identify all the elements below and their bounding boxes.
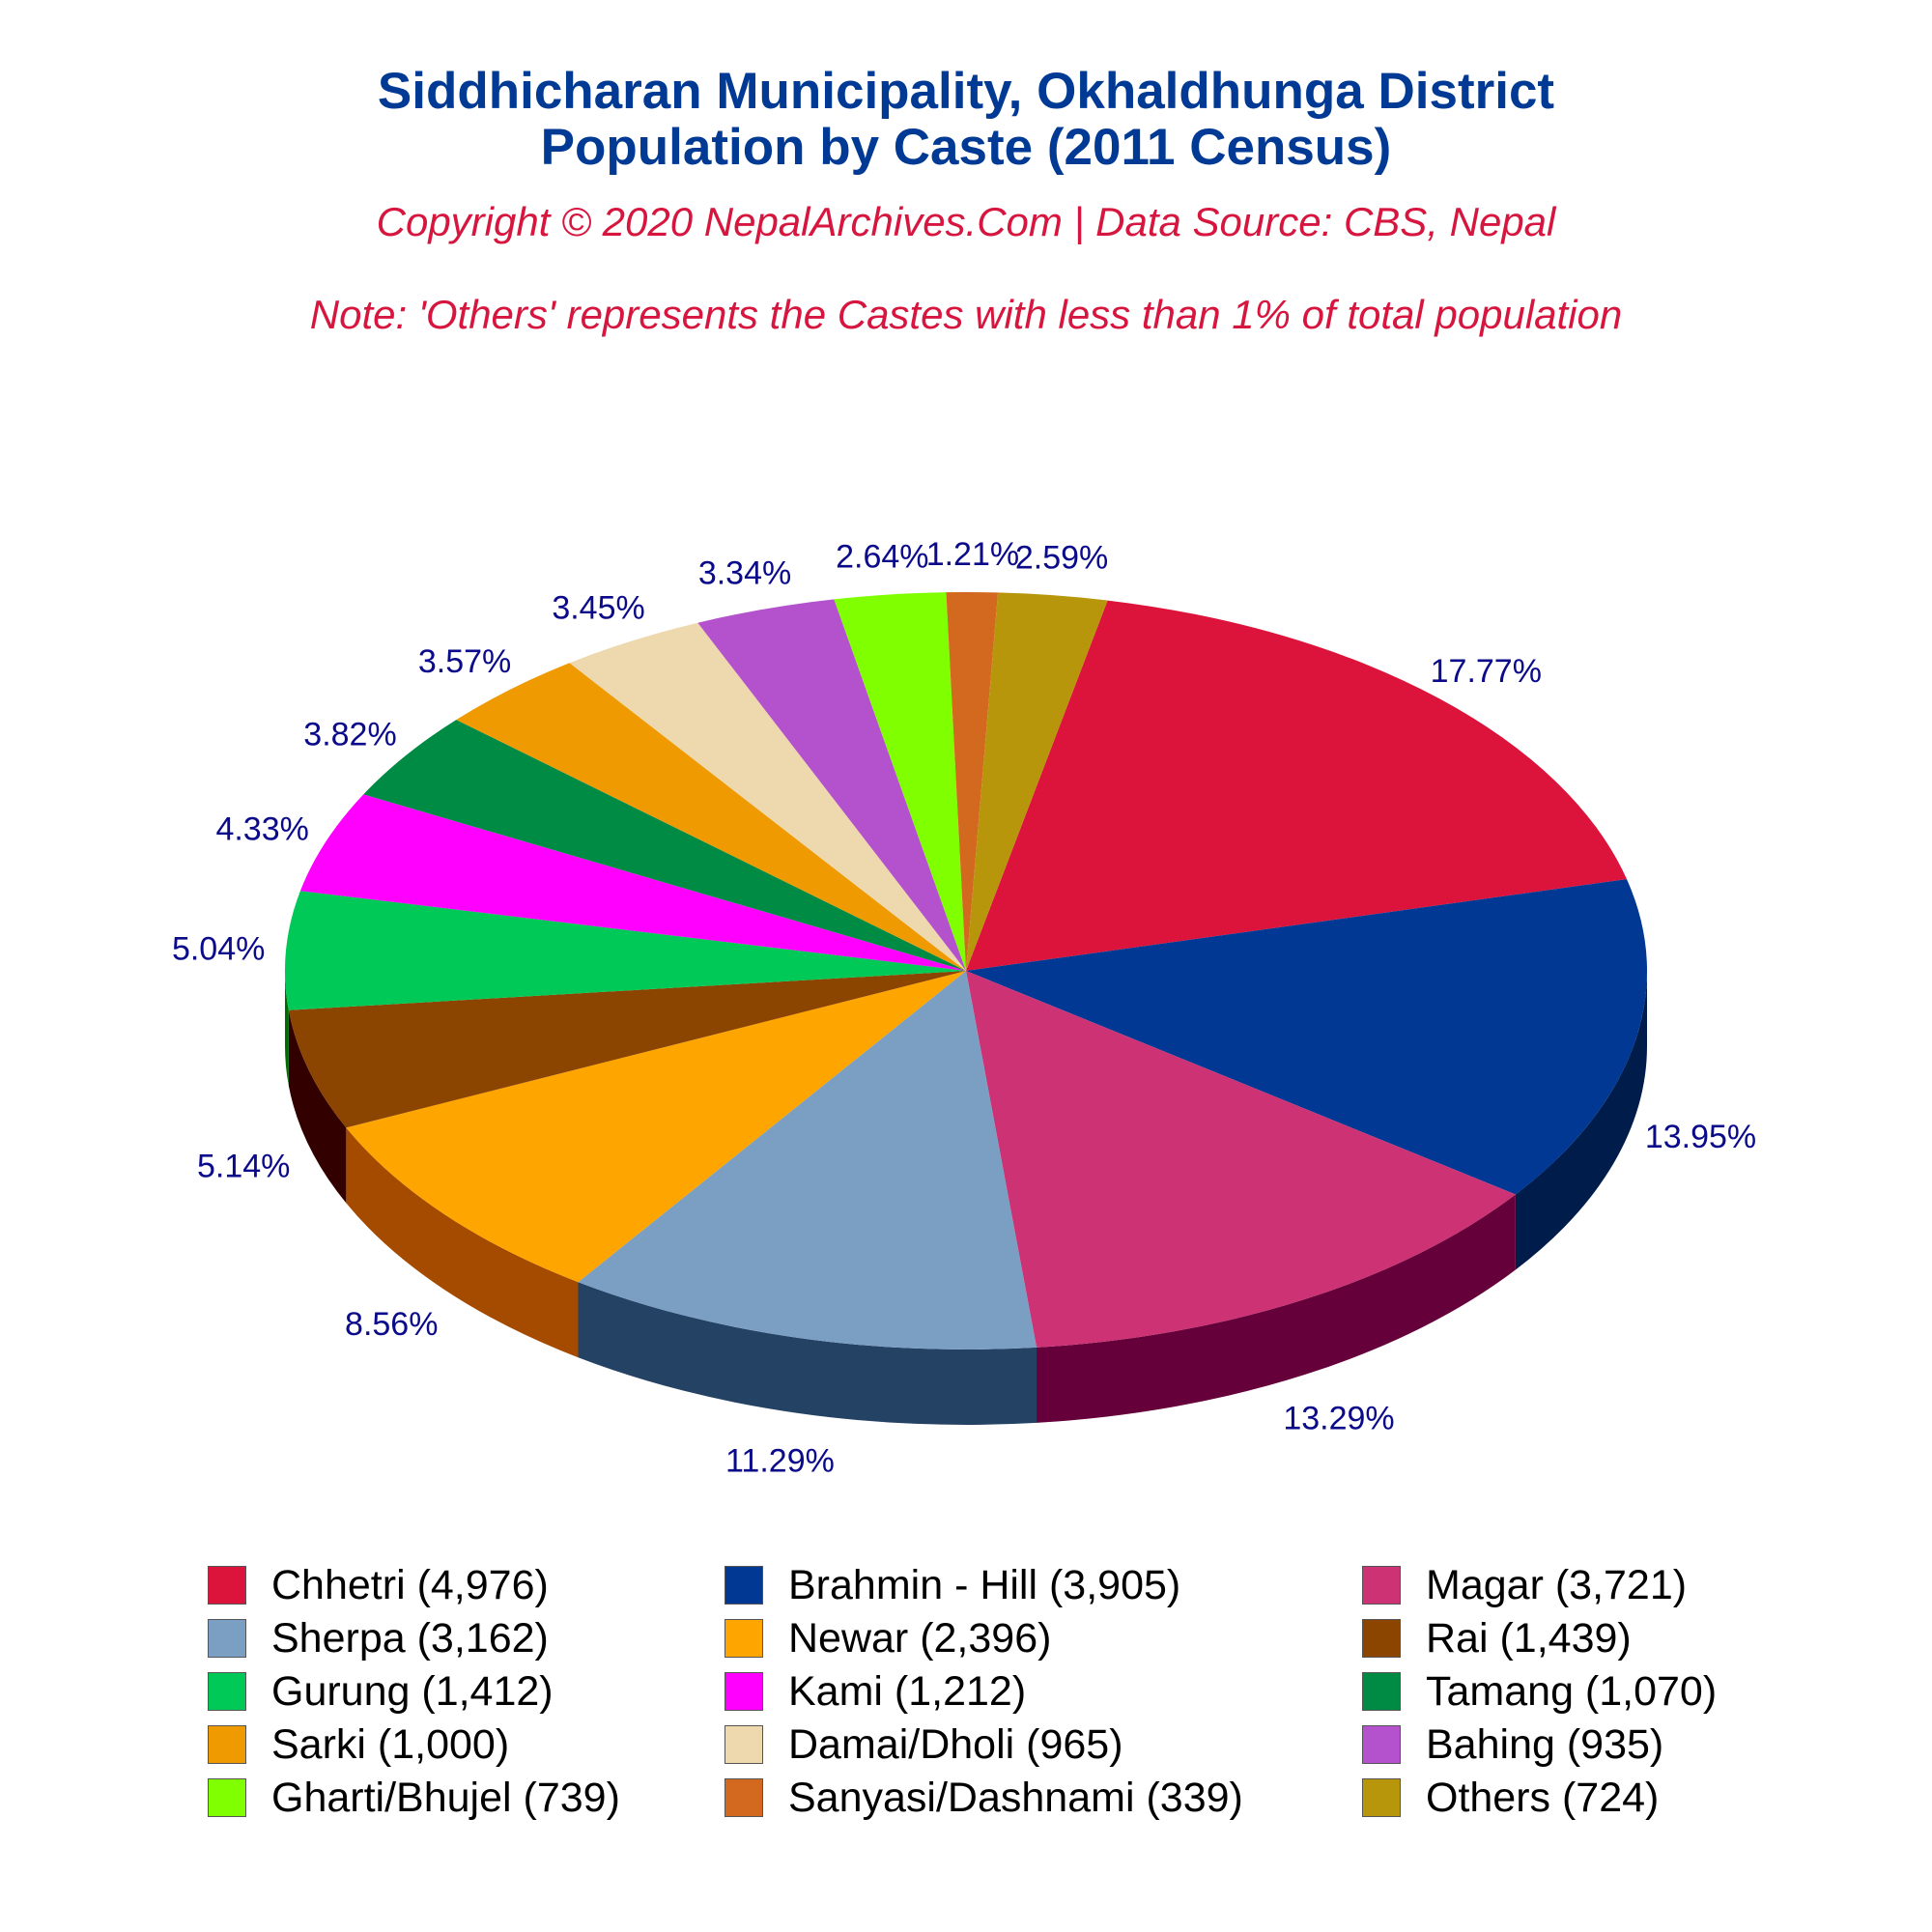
pie-slice-sherpa [578,971,1037,1350]
legend-label: Magar (3,721) [1426,1561,1688,1608]
pie-label-chhetri: 17.77% [1431,653,1542,690]
legend-swatch [208,1725,246,1764]
pie-label-magar: 13.29% [1283,1401,1394,1437]
pie-side-gurung [285,971,289,1086]
pie-label-newar: 8.56% [345,1306,438,1343]
pie-slice-others [966,592,1108,971]
pie-side-brahmin-hill [1515,971,1647,1270]
legend-label: Gharti/Bhujel (739) [271,1774,620,1821]
pie-label-sanyasi-dashnami: 1.21% [926,541,1019,573]
legend-item-sanyasi-dashnami: Sanyasi/Dashnami (339) [724,1772,1243,1824]
legend-swatch [208,1566,246,1605]
pie-slice-chhetri [966,600,1628,971]
pie-slice-newar [346,971,966,1283]
legend-swatch [724,1725,763,1764]
legend-swatch [1362,1725,1401,1764]
chart-legend: Chhetri (4,976) Brahmin - Hill (3,905) Mag… [0,1559,1932,1878]
pie-slice-sanyasi-dashnami [946,592,999,971]
legend-label: Chhetri (4,976) [271,1561,549,1608]
legend-item-sherpa: Sherpa (3,162) [208,1612,549,1664]
legend-item-chhetri: Chhetri (4,976) [208,1559,549,1611]
pie-slice-sarki [456,663,966,971]
legend-swatch [724,1619,763,1658]
legend-item-tamang: Tamang (1,070) [1362,1665,1717,1718]
legend-item-brahmin-hill: Brahmin - Hill (3,905) [724,1559,1180,1611]
legend-item-gurung: Gurung (1,412) [208,1665,554,1718]
pie-label-brahmin-hill: 13.95% [1645,1119,1756,1155]
legend-item-damai-dholi: Damai/Dholi (965) [724,1719,1123,1771]
pie-slice-tamang [363,720,966,971]
pie-label-gurung: 5.04% [172,931,265,968]
legend-swatch [208,1619,246,1658]
chart-title-line-2: Population by Caste (2011 Census) [540,119,1392,176]
legend-item-sarki: Sarki (1,000) [208,1719,509,1771]
pie-slice-bahing [697,599,966,971]
legend-item-bahing: Bahing (935) [1362,1719,1663,1771]
pie-label-gharti-bhujel: 2.64% [836,541,928,576]
pie-label-sherpa: 11.29% [725,1442,835,1479]
legend-swatch [724,1672,763,1711]
legend-label: Damai/Dholi (965) [788,1720,1123,1768]
pie-slice-kami [299,794,966,971]
legend-label: Kami (1,212) [788,1667,1027,1715]
legend-swatch [724,1778,763,1817]
pie-slice-gurung [284,891,966,1010]
legend-label: Brahmin - Hill (3,905) [788,1561,1181,1608]
pie-slice-magar [966,971,1516,1348]
legend-item-kami: Kami (1,212) [724,1665,1026,1718]
legend-label: Bahing (935) [1426,1720,1664,1768]
legend-label: Newar (2,396) [788,1614,1052,1662]
chart-title-line-1: Siddhicharan Municipality, Okhaldhunga D… [377,63,1555,120]
legend-swatch [1362,1778,1401,1817]
pie-side-newar [346,1127,579,1358]
legend-item-others: Others (724) [1362,1772,1659,1824]
pie-top-slices [284,592,1648,1350]
legend-swatch [724,1566,763,1605]
legend-item-newar: Newar (2,396) [724,1612,1051,1664]
pie-slice-rai [288,971,967,1128]
pie-side-magar [1037,1194,1516,1423]
legend-label: Sanyasi/Dashnami (339) [788,1774,1243,1821]
pie-side-walls [285,971,1647,1425]
pie-slice-brahmin-hill [966,879,1648,1195]
legend-swatch [208,1778,246,1817]
pie-side-rai [288,1009,347,1204]
pie-percent-labels: 17.77% 13.95% 13.29% 11.29% 8.56% 5.14% 5.04% 4… [172,541,1756,1479]
pie-label-kami: 4.33% [215,810,308,847]
legend-item-magar: Magar (3,721) [1362,1559,1687,1611]
pie-label-bahing: 3.34% [698,554,791,591]
pie-label-tamang: 3.82% [303,716,396,753]
legend-item-gharti-bhujel: Gharti/Bhujel (739) [208,1772,620,1824]
pie-label-rai: 5.14% [197,1148,290,1184]
pie-label-sarki: 3.57% [418,643,511,680]
copyright-text: Copyright © 2020 NepalArchives.Com | Dat… [376,199,1556,244]
legend-label: Sarki (1,000) [271,1720,510,1768]
legend-label: Tamang (1,070) [1426,1667,1718,1715]
pie-label-damai-dholi: 3.45% [552,590,644,627]
legend-label: Sherpa (3,162) [271,1614,549,1662]
pie-side-sherpa [578,1282,1037,1425]
legend-label: Others (724) [1426,1774,1660,1821]
legend-label: Rai (1,439) [1426,1614,1632,1662]
legend-swatch [1362,1619,1401,1658]
pie-chart: 17.77% 13.95% 13.29% 11.29% 8.56% 5.14% 5.04% 4… [172,541,1756,1479]
note-text: Note: 'Others' represents the Castes wit… [309,292,1623,337]
pie-label-others: 2.59% [1015,541,1108,577]
pie-slice-gharti-bhujel [834,592,966,971]
legend-swatch [208,1672,246,1711]
legend-label: Gurung (1,412) [271,1667,554,1715]
legend-item-rai: Rai (1,439) [1362,1612,1632,1664]
legend-swatch [1362,1566,1401,1605]
legend-swatch [1362,1672,1401,1711]
pie-slice-damai-dholi [569,622,966,971]
